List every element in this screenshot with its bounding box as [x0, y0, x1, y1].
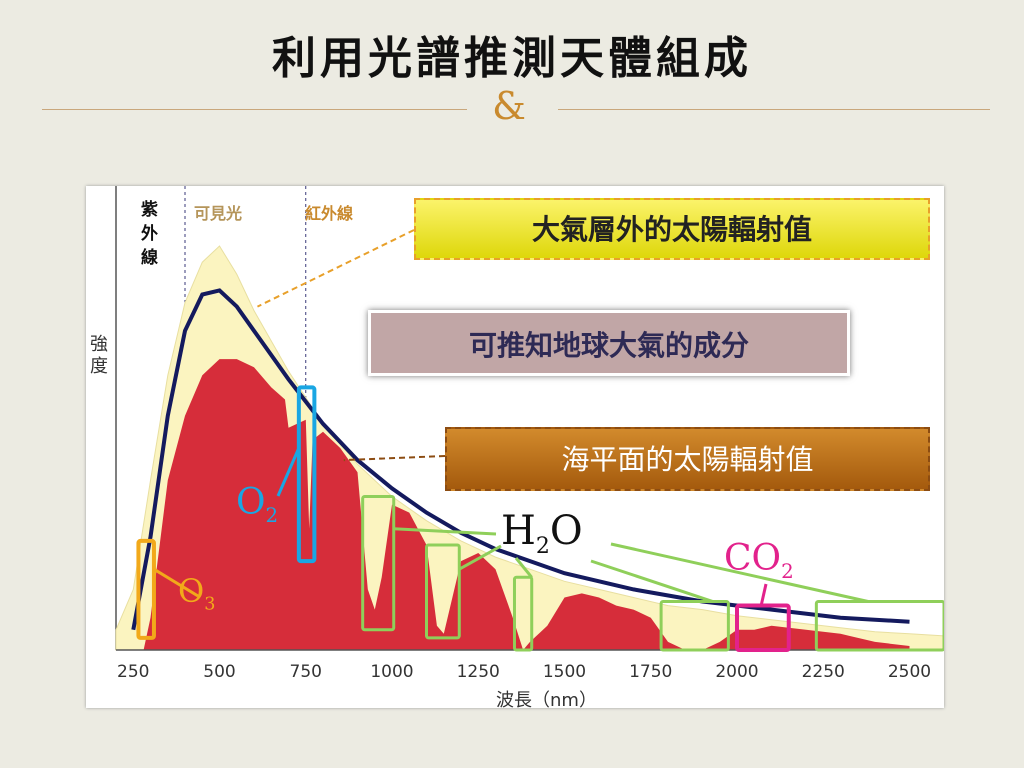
x-tick-label: 2500 [888, 662, 931, 682]
band-label-infrared: 紅外線 [305, 200, 353, 224]
y-axis-label: 強度 [88, 334, 110, 378]
connector-top-callout [257, 230, 414, 307]
gas-label-o2: O2 [236, 482, 278, 527]
x-tick-label: 2000 [715, 662, 758, 682]
x-tick-labels: 250 500 750 1000 1250 1500 1750 2000 2250 2500 [116, 650, 944, 682]
x-tick-label: 2250 [802, 662, 845, 682]
x-tick-label: 1250 [457, 662, 500, 682]
gas-label-co2: CO2 [724, 538, 794, 583]
gas-label-o3: O3 [178, 572, 215, 614]
callout-outside-atmosphere: 大氣層外的太陽輻射值 [414, 198, 930, 260]
band-label-visible: 可見光 [194, 200, 242, 224]
divider-right [558, 109, 990, 110]
slide-title: 利用光譜推測天體組成 [0, 22, 1024, 86]
connector-co2 [761, 584, 766, 606]
x-tick-label: 250 [117, 662, 149, 682]
x-tick-label: 500 [203, 662, 235, 682]
ornament-icon: & [473, 86, 545, 126]
x-tick-label: 750 [290, 662, 322, 682]
x-tick-label: 1000 [370, 662, 413, 682]
gas-label-h2o: H2O [501, 508, 583, 559]
x-tick-label: 1750 [629, 662, 672, 682]
x-axis-title: 波長（nm） [496, 686, 597, 712]
x-tick-label: 1500 [543, 662, 586, 682]
spectrum-figure: 250 500 750 1000 1250 1500 1750 2000 2250 2500 強度… [86, 186, 944, 708]
band-label-uv: 紫外線 [141, 198, 161, 270]
callout-infer-composition: 可推知地球大氣的成分 [368, 310, 850, 376]
callout-sea-level: 海平面的太陽輻射值 [445, 427, 930, 491]
divider-left [42, 109, 467, 110]
